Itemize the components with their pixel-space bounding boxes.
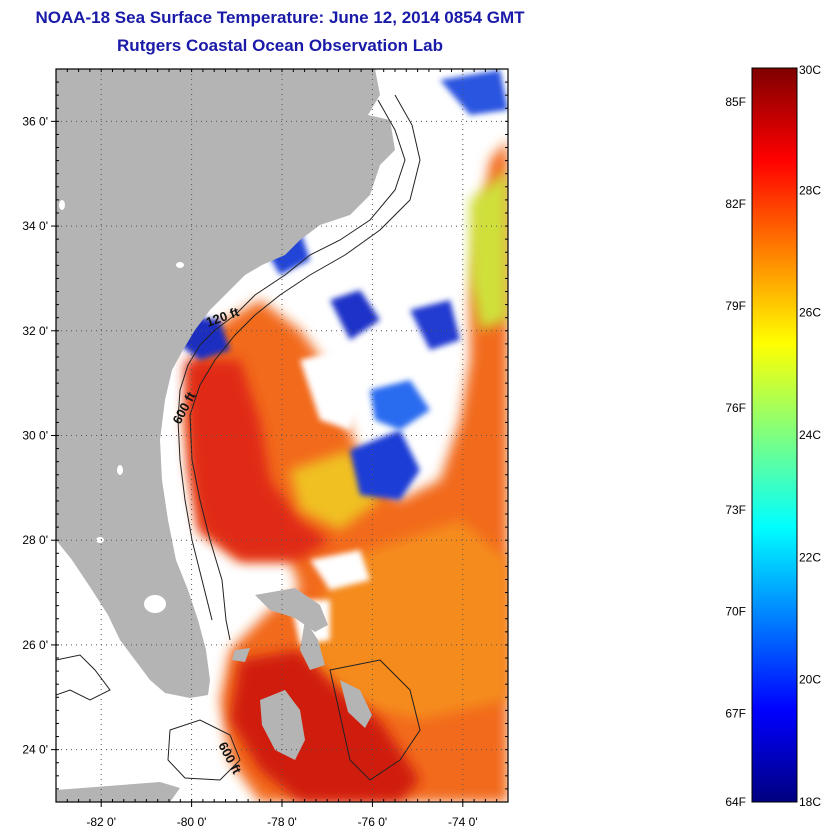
lakes <box>59 200 184 613</box>
contour-gulf <box>56 654 111 701</box>
bimini <box>232 648 250 662</box>
us-mainland <box>56 69 395 698</box>
graticule <box>56 69 508 802</box>
lon-tick-label: -80 0' <box>177 815 207 829</box>
colorbar-celsius-label: 18C <box>799 795 821 809</box>
cool-eastern-edge <box>470 170 508 330</box>
cuba <box>56 782 180 802</box>
colorbar-celsius-labels: 30C 28C 26C 24C 22C 20C 18C <box>799 63 821 809</box>
contour-120ft <box>177 99 406 621</box>
colorbar-fahrenheit-label: 64F <box>725 795 746 809</box>
longitude-tick-labels: -82 0' -80 0' -78 0' -76 0' -74 0' <box>86 815 477 829</box>
colorbar-fahrenheit-label: 73F <box>725 503 746 517</box>
cold-patch-4 <box>410 300 460 350</box>
colorbar <box>751 67 798 803</box>
lon-tick-label: -82 0' <box>86 815 116 829</box>
lake-okeechobee <box>144 595 166 613</box>
lat-tick-label: 36 0' <box>22 114 48 128</box>
lat-tick-label: 24 0' <box>22 743 48 757</box>
contour-bahamas <box>329 659 421 781</box>
lat-tick-label: 30 0' <box>22 429 48 443</box>
colorbar-fahrenheit-label: 76F <box>725 401 746 415</box>
colorbar-celsius-label: 28C <box>799 183 821 197</box>
colorbar-fahrenheit-labels: 85F 82F 79F 76F 73F 70F 67F 64F <box>725 95 746 809</box>
cold-patch-1 <box>350 430 420 500</box>
contour-600ft <box>189 94 421 641</box>
colorbar-celsius-label: 26C <box>799 306 821 320</box>
colorbar-celsius-label: 24C <box>799 428 821 442</box>
colorbar-celsius-label: 20C <box>799 673 821 687</box>
eleuthera <box>340 680 372 728</box>
colorbar-fahrenheit-label: 82F <box>725 197 746 211</box>
abaco <box>300 620 325 670</box>
cold-patch-7 <box>440 70 508 115</box>
latitude-tick-labels: 24 0' 26 0' 28 0' 30 0' 32 0' 34 0' 36 0' <box>22 114 48 756</box>
colorbar-fahrenheit-label: 79F <box>725 299 746 313</box>
land <box>56 69 395 802</box>
minor-ticks <box>51 68 509 807</box>
grand-bahama <box>255 588 328 632</box>
contour-south <box>167 719 241 781</box>
lat-tick-label: 26 0' <box>22 638 48 652</box>
lat-tick-label: 28 0' <box>22 533 48 547</box>
lon-tick-label: -78 0' <box>267 815 297 829</box>
colorbar-celsius-label: 22C <box>799 550 821 564</box>
lon-tick-label: -76 0' <box>358 815 388 829</box>
colorbar-celsius-label: 30C <box>799 63 821 77</box>
lat-tick-label: 34 0' <box>22 219 48 233</box>
cold-patch-3 <box>330 290 380 340</box>
map-subtitle: Rutgers Coastal Ocean Observation Lab <box>117 36 443 55</box>
bathymetry-contours <box>56 94 421 781</box>
colorbar-fahrenheit-label: 70F <box>725 605 746 619</box>
colorbar-fahrenheit-label: 85F <box>725 95 746 109</box>
colorbar-fahrenheit-label: 67F <box>725 707 746 721</box>
gulf-stream-core <box>185 360 330 560</box>
cold-patch-2 <box>370 380 430 430</box>
lat-tick-label: 32 0' <box>22 324 48 338</box>
map-title: NOAA-18 Sea Surface Temperature: June 12… <box>35 8 525 27</box>
lon-tick-label: -74 0' <box>448 815 478 829</box>
